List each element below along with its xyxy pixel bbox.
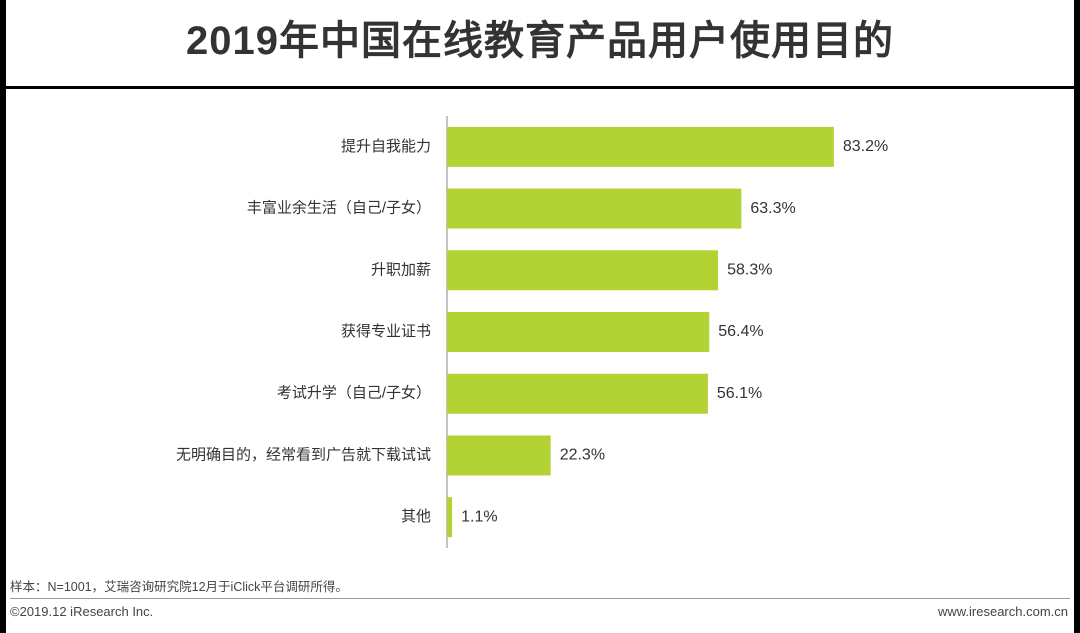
copyright-text: ©2019.12 iResearch Inc. <box>10 604 154 619</box>
bar <box>447 312 710 352</box>
category-label: 其他 <box>401 508 431 525</box>
category-label: 无明确目的，经常看到广告就下载试试 <box>176 446 431 463</box>
bar <box>447 373 708 414</box>
category-label: 升职加薪 <box>371 261 431 278</box>
category-label: 考试升学（自己/子女） <box>277 384 431 402</box>
data-label: 63.3% <box>750 200 795 217</box>
category-label: 获得专业证书 <box>341 323 431 340</box>
chart-title: 2019年中国在线教育产品用户使用目的 <box>186 19 894 63</box>
category-label: 提升自我能力 <box>341 138 431 155</box>
data-label: 56.1% <box>717 385 762 402</box>
data-label: 1.1% <box>461 508 497 525</box>
data-label: 83.2% <box>843 138 888 155</box>
data-label: 22.3% <box>560 447 605 464</box>
sample-note: 样本：N=1001，艾瑞咨询研究院12月于iClick平台调研所得。 <box>10 580 348 594</box>
bar <box>447 126 834 167</box>
bar <box>447 250 719 291</box>
category-label: 丰富业余生活（自己/子女） <box>247 199 431 217</box>
bar <box>447 188 742 229</box>
website-link[interactable]: www.iresearch.com.cn <box>937 604 1068 619</box>
title-divider <box>6 86 1074 89</box>
data-label: 56.4% <box>718 323 763 340</box>
data-label: 58.3% <box>727 262 772 279</box>
footer-divider <box>10 598 1070 599</box>
bar <box>447 497 453 538</box>
bar <box>447 435 551 476</box>
